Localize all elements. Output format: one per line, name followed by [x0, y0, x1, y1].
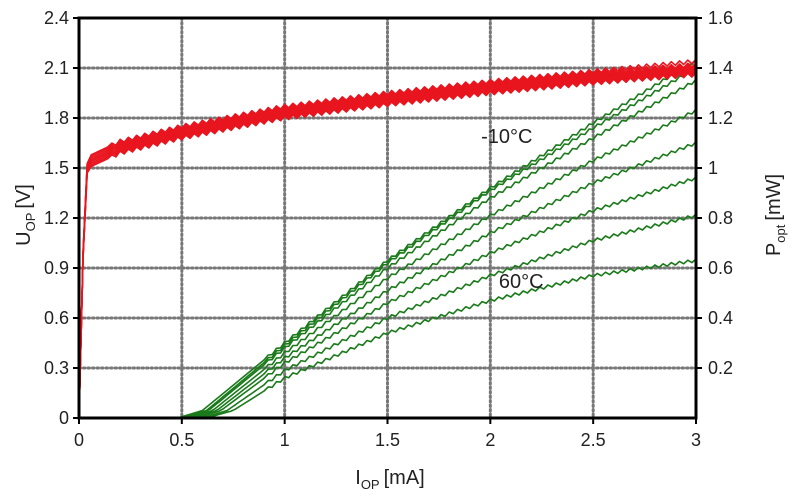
y-right-axis-title-sub: opt — [773, 224, 788, 242]
x-axis-title-main: I — [355, 467, 361, 489]
y-right-tick-label: 1 — [708, 158, 718, 178]
ticks: 0 0.5 1 1.5 2 2.5 3 0 0.3 0.6 0.9 1.2 1.5 1.8 2.1 2.4 0.… — [44, 8, 733, 450]
grid — [77, 16, 698, 420]
y-left-axis-title: UOP [V] — [13, 184, 38, 246]
y-left-tick-label: 0.9 — [44, 258, 69, 278]
x-tick-label: 0.5 — [169, 430, 194, 450]
y-left-axis-title-unit: [V] — [13, 184, 35, 208]
y-left-tick-label: 1.5 — [44, 158, 69, 178]
x-tick-label: 0 — [74, 430, 84, 450]
y-right-axis-title-main: P — [763, 243, 785, 256]
y-right-tick-label: 0.6 — [708, 258, 733, 278]
annotations: -10°C 60°C — [481, 126, 543, 293]
series-line — [78, 68, 697, 419]
y-left-axis-title-sub: OP — [23, 213, 38, 232]
annotation-label: 60°C — [499, 271, 544, 293]
series-line — [78, 70, 697, 419]
series-line — [78, 72, 697, 419]
x-axis-title: IOP [mA] — [355, 467, 424, 492]
x-tick-label: 2.5 — [581, 430, 606, 450]
y-right-tick-label: 1.4 — [708, 58, 733, 78]
x-tick-label: 1 — [280, 430, 290, 450]
y-left-tick-label: 2.4 — [44, 8, 69, 28]
y-right-tick-label: 0.8 — [708, 208, 733, 228]
y-right-tick-label: 0.2 — [708, 358, 733, 378]
series-line — [78, 62, 697, 419]
y-left-axis-title-main: U — [13, 231, 35, 245]
y-right-axis-title-unit: [mW] — [763, 174, 785, 221]
series-line — [78, 65, 697, 419]
y-left-tick-label: 0.6 — [44, 308, 69, 328]
y-left-tick-label: 1.2 — [44, 208, 69, 228]
y-right-tick-label: 1.2 — [708, 108, 733, 128]
voltage-series-group — [78, 58, 697, 419]
x-axis-title-sub: OP — [361, 477, 380, 492]
y-right-tick-label: 1.6 — [708, 8, 733, 28]
series-line — [78, 58, 697, 419]
series-line — [78, 67, 697, 419]
y-left-tick-label: 2.1 — [44, 58, 69, 78]
x-axis-title-unit: [mA] — [384, 467, 425, 489]
x-tick-label: 3 — [691, 430, 701, 450]
series-line — [78, 63, 697, 419]
y-left-tick-label: 1.8 — [44, 108, 69, 128]
y-right-tick-label: 0.4 — [708, 308, 733, 328]
annotation-label: -10°C — [481, 126, 532, 148]
x-tick-label: 1.5 — [375, 430, 400, 450]
x-tick-label: 2 — [485, 430, 495, 450]
y-left-tick-label: 0 — [59, 408, 69, 428]
y-left-tick-label: 0.3 — [44, 358, 69, 378]
y-right-axis-title: Popt [mW] — [763, 174, 788, 256]
